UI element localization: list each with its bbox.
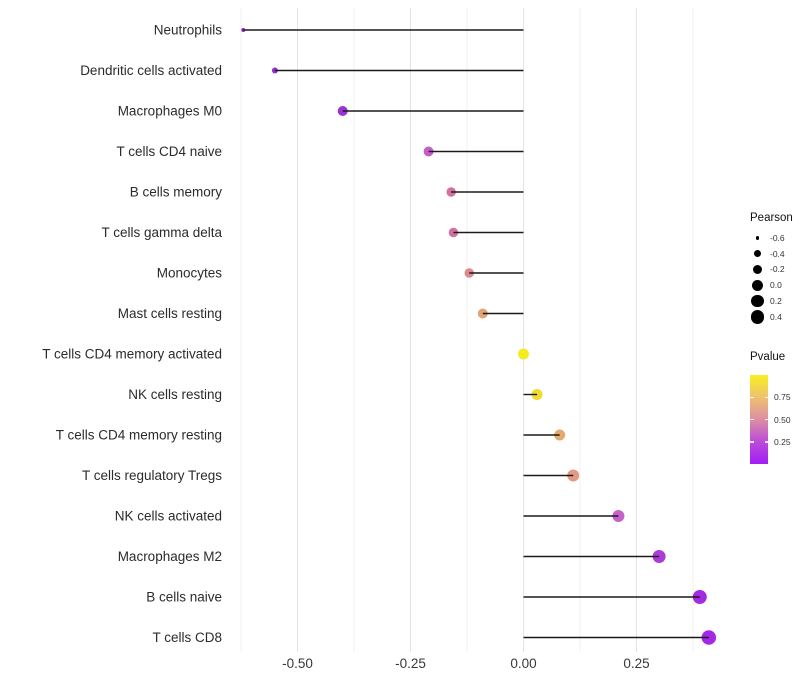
pearson-legend-title: Pearson	[750, 212, 793, 224]
y-axis-category-label: Monocytes	[157, 266, 223, 281]
pvalue-legend-title: Pvalue	[750, 351, 786, 363]
y-axis-category-label: Neutrophils	[154, 23, 223, 38]
colorbar-tick-label: 0.25	[774, 436, 791, 447]
y-axis-category-label: T cells regulatory Tregs	[82, 468, 222, 483]
colorbar-tick	[750, 418, 754, 421]
pearson-legend-dot-icon	[754, 250, 761, 258]
pearson-legend-dot-icon	[755, 236, 760, 240]
pearson-legend-entry-label: -0.2	[770, 264, 785, 275]
x-axis-tick-label: 0.00	[510, 656, 536, 671]
y-axis-category-label: T cells gamma delta	[101, 225, 222, 240]
y-axis-category-label: Macrophages M2	[118, 549, 222, 564]
y-axis-category-label: B cells naive	[146, 590, 222, 605]
pearson-legend-dot-icon	[753, 264, 762, 274]
colorbar-tick	[750, 441, 754, 443]
x-axis-tick-label: -0.50	[282, 656, 313, 671]
pearson-legend-entries: -0.6 -0.4 -0.2 0.0 0.2 0.4	[750, 230, 793, 325]
y-axis-category-label: T cells CD4 naive	[116, 144, 222, 159]
colorbar-tick-label: 0.75	[774, 392, 791, 403]
colorbar-tick	[764, 441, 768, 443]
y-axis-category-label: B cells memory	[130, 185, 223, 200]
pearson-legend-entry-label: -0.4	[770, 248, 785, 259]
pearson-legend-entry-label: 0.4	[770, 311, 782, 322]
y-axis-category-label: T cells CD4 memory resting	[56, 428, 222, 443]
pearson-legend-dot-icon	[750, 310, 765, 324]
y-axis-category-label: NK cells activated	[115, 509, 222, 524]
pearson-legend-dot-icon	[752, 279, 763, 291]
pearson-size-legend: Pearson -0.6 -0.4 -0.2 0.0 0.2 0.4	[750, 211, 793, 325]
y-axis-category-label: Macrophages M0	[118, 104, 222, 119]
pearson-legend-entry: 0.2	[750, 293, 793, 309]
y-axis-category-label: Mast cells resting	[118, 306, 222, 321]
pearson-legend-entry: 0.0	[750, 277, 793, 293]
colorbar-tick	[750, 396, 754, 398]
pearson-legend-entry: -0.2	[750, 262, 793, 278]
data-point	[518, 348, 529, 360]
pvalue-colorbar: 0.75 0.50 0.25	[750, 375, 791, 464]
pearson-legend-entry-label: 0.2	[770, 296, 782, 307]
y-axis-category-label: T cells CD4 memory activated	[42, 347, 222, 362]
x-axis-tick-label: -0.25	[395, 656, 426, 671]
pearson-legend-entry: -0.4	[750, 246, 793, 262]
x-axis-tick-label: 0.25	[623, 656, 649, 671]
colorbar-tick	[764, 418, 768, 421]
pearson-legend-entry: 0.4	[750, 309, 793, 325]
pvalue-color-legend: Pvalue 0.75 0.50 0.25	[750, 350, 791, 464]
pearson-legend-dot-icon	[751, 294, 764, 308]
pearson-legend-entry: -0.6	[750, 230, 793, 246]
y-axis-category-label: T cells CD8	[152, 630, 222, 645]
y-axis-category-label: NK cells resting	[128, 387, 222, 402]
colorbar-tick	[764, 396, 768, 398]
pearson-legend-entry-label: -0.6	[770, 232, 785, 243]
colorbar-tick-label: 0.50	[774, 414, 791, 425]
y-axis-category-label: Dendritic cells activated	[80, 63, 222, 78]
pearson-legend-entry-label: 0.0	[770, 280, 782, 291]
